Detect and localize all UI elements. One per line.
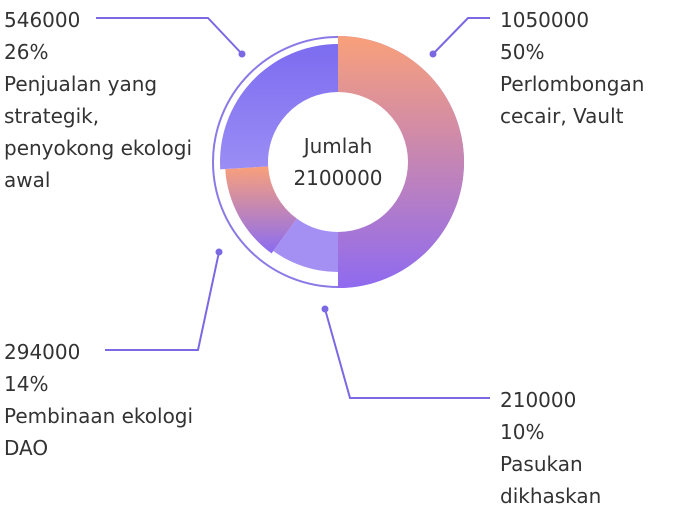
slice-label-strategic: 546000 26% Penjualan yang strategik, pen… — [4, 4, 192, 196]
slice-label-dao: 294000 14% Pembinaan ekologi DAO — [4, 336, 193, 464]
leader-line — [105, 251, 220, 351]
slice-team — [273, 218, 338, 272]
leader-line — [96, 17, 243, 55]
slice-name-line: Penjualan yang — [4, 72, 158, 96]
slice-value: 546000 — [4, 8, 81, 32]
leader-dot — [321, 305, 329, 313]
leader-dot — [238, 50, 246, 58]
leader-dot — [215, 248, 223, 256]
slice-value: 210000 — [500, 388, 577, 412]
leader-dot — [429, 50, 437, 58]
slice-name-line: penyokong ekologi — [4, 136, 193, 160]
slice-name-line: Pembinaan ekologi — [4, 404, 194, 428]
slice-percent: 10% — [500, 420, 545, 444]
slice-dao — [225, 166, 297, 254]
center-total: 2100000 — [293, 166, 383, 190]
slice-name-line: cecair, Vault — [500, 104, 624, 128]
slice-label-team: 210000 10% Pasukan dikhaskan — [500, 384, 601, 512]
slice-name-line: dikhaskan — [500, 484, 602, 508]
slice-percent: 50% — [500, 40, 545, 64]
slice-strategic — [220, 44, 338, 170]
leader-line — [432, 17, 490, 55]
slice-percent: 26% — [4, 40, 49, 64]
slice-name-line: strategik, — [4, 104, 100, 128]
slice-value: 294000 — [4, 340, 81, 364]
slice-name-line: awal — [4, 168, 51, 192]
slice-value: 1050000 — [500, 8, 590, 32]
slice-name-line: Perlombongan — [500, 72, 645, 96]
center-title: Jumlah — [303, 134, 373, 158]
slice-name-line: Pasukan — [500, 452, 583, 476]
slice-name-line: DAO — [4, 436, 49, 460]
center-label: Jumlah 2100000 — [268, 130, 408, 194]
leader-line — [324, 308, 490, 399]
slice-percent: 14% — [4, 372, 49, 396]
slice-label-liquidity: 1050000 50% Perlombongan cecair, Vault — [500, 4, 644, 132]
slice-liquidity — [338, 36, 464, 288]
